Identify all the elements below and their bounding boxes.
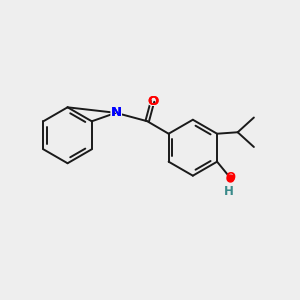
Text: O: O [145,92,160,110]
Text: N: N [110,106,122,119]
Text: O: O [147,95,158,108]
Text: O: O [147,95,158,108]
Text: O: O [225,171,235,184]
Text: H: H [224,184,234,198]
Text: N: N [109,104,123,122]
Text: N: N [109,104,123,122]
Text: O: O [145,92,160,110]
Text: N: N [110,106,122,119]
